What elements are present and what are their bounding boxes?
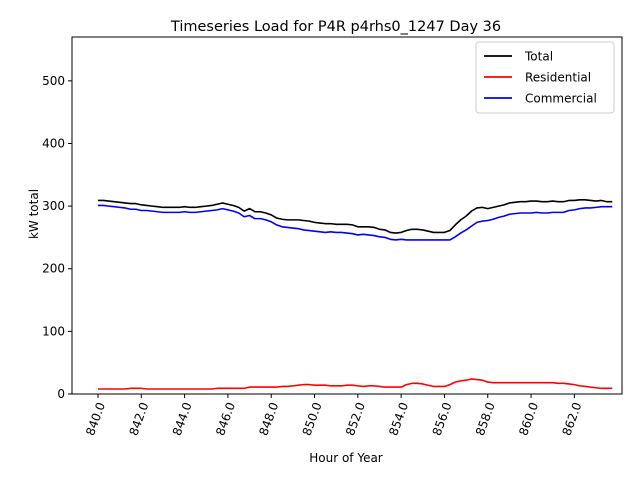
series-line-commercial xyxy=(97,204,613,241)
legend-label-total: Total xyxy=(524,50,553,64)
y-axis-label: kW total xyxy=(27,189,41,239)
y-axis-ticks: 0 100 200 300 400 500 xyxy=(42,74,72,401)
y-tick-label: 300 xyxy=(42,199,65,213)
chart-title: Timeseries Load for P4R p4rhs0_1247 Day … xyxy=(170,19,501,35)
series-line-total xyxy=(97,199,613,234)
y-tick-label: 200 xyxy=(42,262,65,276)
legend-label-residential: Residential xyxy=(525,71,591,85)
legend-label-commercial: Commercial xyxy=(525,92,597,106)
plot-frame xyxy=(71,36,623,395)
x-axis-label: Hour of Year xyxy=(309,451,383,465)
series-line-residential xyxy=(97,378,613,390)
legend: Total Residential Commercial xyxy=(475,41,615,114)
legend-box xyxy=(475,41,615,114)
y-tick-label: 100 xyxy=(42,324,65,338)
y-tick-label: 500 xyxy=(42,74,65,88)
legend-items: Total Residential Commercial xyxy=(484,50,597,106)
y-tick-label: 0 xyxy=(57,387,65,401)
y-tick-label: 400 xyxy=(42,136,65,150)
series-lines xyxy=(97,199,613,390)
